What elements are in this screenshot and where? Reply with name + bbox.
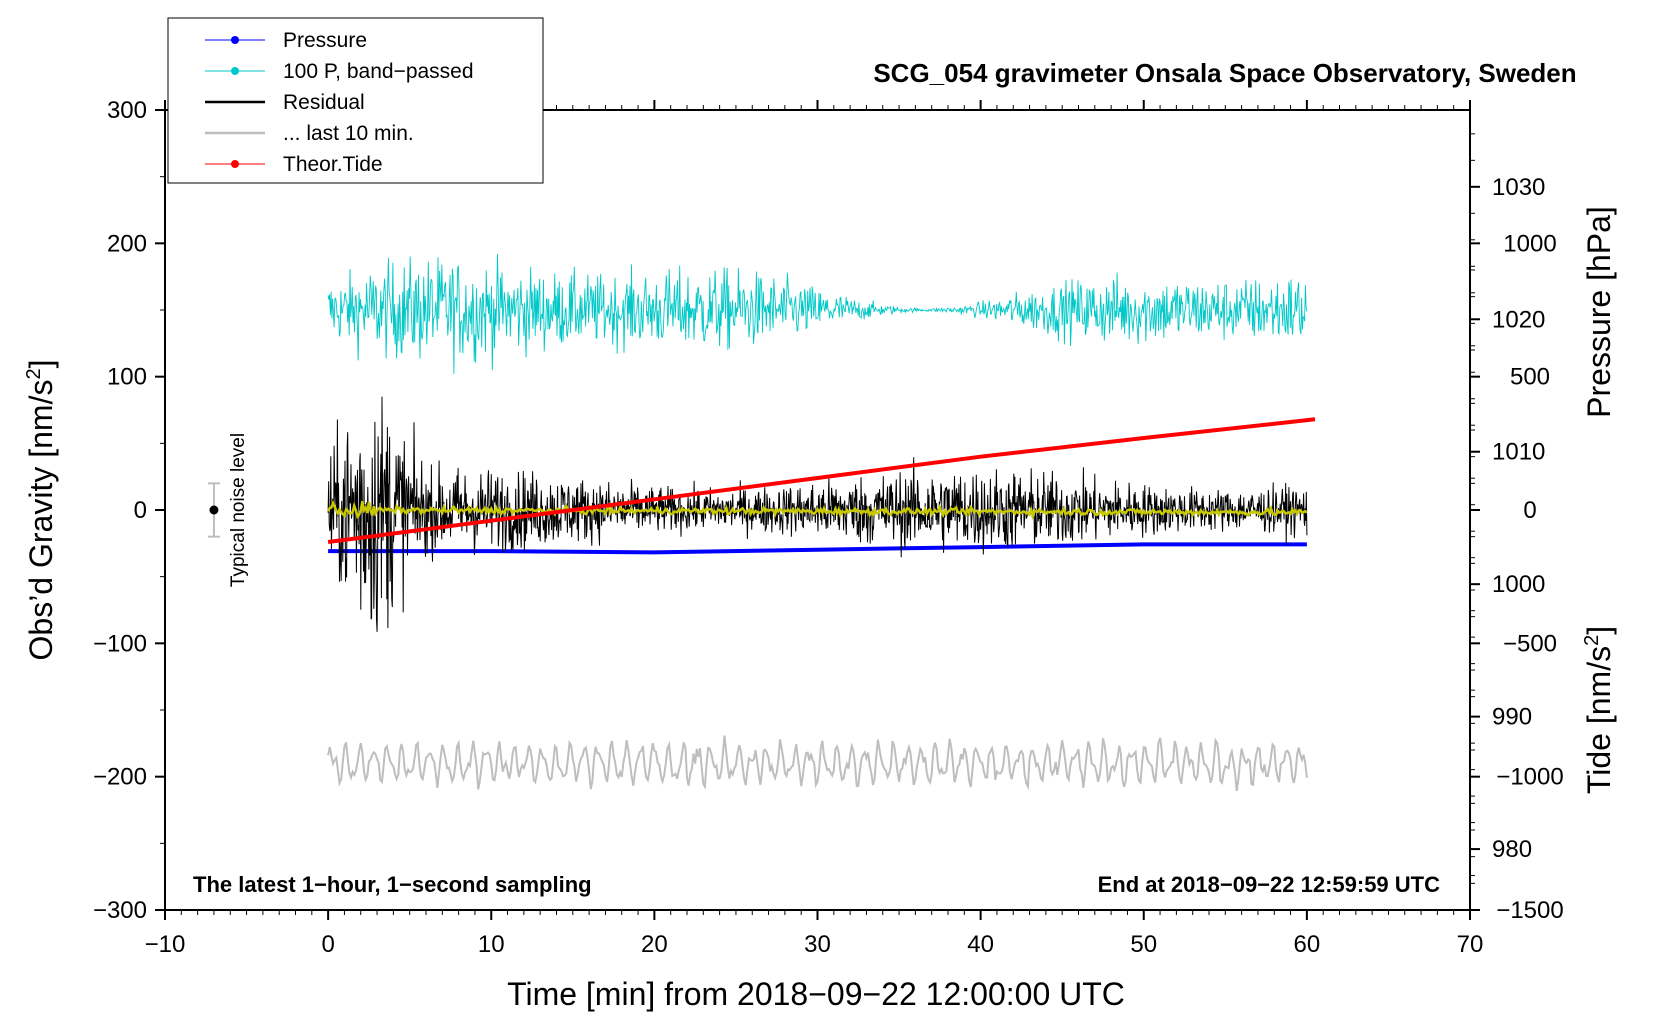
pressure-tick-label: 980 xyxy=(1492,836,1532,863)
pressure-tick-label: 1030 xyxy=(1492,174,1545,201)
legend-label: Residual xyxy=(283,91,365,114)
noise-center-dot xyxy=(209,505,219,515)
tide-tick-label: −1000 xyxy=(1496,764,1563,791)
gravity-tick-label: 100 xyxy=(107,364,147,391)
legend-swatch-marker xyxy=(231,67,239,75)
residual-line xyxy=(327,396,1308,632)
series-layer xyxy=(326,253,1316,791)
gravity-axis: 300 200 100 0 −100 −200 −300 xyxy=(93,97,165,924)
end-time-annotation: End at 2018−09−22 12:59:59 UTC xyxy=(1098,872,1441,897)
noise-level-marker xyxy=(207,482,220,538)
gravity-axis-title: Obs’d Gravity [nm/s2] xyxy=(23,360,59,661)
pressure-axis: 1030 1020 1010 1000 990 980 xyxy=(1470,133,1545,877)
pressure-tick-label: 990 xyxy=(1492,704,1532,731)
tide-tick-label: 500 xyxy=(1510,364,1550,391)
gravity-tick-label: −200 xyxy=(93,764,147,791)
pressure-tick-label: 1020 xyxy=(1492,306,1545,333)
tide-axis-title: Tide [nm/s2] xyxy=(1581,626,1617,794)
tide-tick-label: −1500 xyxy=(1496,897,1563,924)
tide-tick-label: −500 xyxy=(1503,630,1557,657)
x-tick-label: −10 xyxy=(145,931,186,958)
noise-level-label: Typical noise level xyxy=(228,433,249,587)
legend-label: ... last 10 min. xyxy=(283,122,414,145)
last-10-min-line xyxy=(327,735,1308,791)
legend: Pressure 100 P, band−passed Residual ... la… xyxy=(167,17,544,184)
x-tick-label: 0 xyxy=(321,931,334,958)
x-tick-label: 70 xyxy=(1457,931,1484,958)
pressure-line xyxy=(328,542,1307,555)
gravity-tick-label: −100 xyxy=(93,630,147,657)
chart-title: SCG_054 gravimeter Onsala Space Observat… xyxy=(873,58,1576,88)
sampling-annotation: The latest 1−hour, 1−second sampling xyxy=(193,872,592,897)
legend-swatch-marker xyxy=(231,36,239,44)
legend-label: Theor.Tide xyxy=(283,153,383,176)
bandpassed-pressure-line xyxy=(327,253,1308,374)
x-tick-label: 10 xyxy=(478,931,505,958)
x-axis: −10 0 10 20 30 40 50 60 70 xyxy=(145,100,1484,958)
smoothed-residual-line xyxy=(326,499,1308,521)
tide-axis: 1000 500 0 −500 −1000 −1500 xyxy=(1470,230,1564,924)
x-tick-label: 50 xyxy=(1130,931,1157,958)
pressure-tick-label: 1000 xyxy=(1492,571,1545,598)
theoretical-tide-line xyxy=(327,417,1316,544)
pressure-tick-label: 1010 xyxy=(1492,439,1545,466)
tide-tick-label: 0 xyxy=(1523,497,1536,524)
gravity-tick-label: 0 xyxy=(134,497,147,524)
gravity-tick-label: −300 xyxy=(93,897,147,924)
x-tick-label: 30 xyxy=(804,931,831,958)
legend-box xyxy=(167,17,544,184)
x-axis-title: Time [min] from 2018−09−22 12:00:00 UTC xyxy=(507,976,1125,1012)
x-tick-label: 40 xyxy=(967,931,994,958)
gravity-tick-label: 200 xyxy=(107,230,147,257)
gravity-tick-label: 300 xyxy=(107,97,147,124)
tide-tick-label: 1000 xyxy=(1503,230,1556,257)
legend-label: Pressure xyxy=(283,29,367,52)
legend-label: 100 P, band−passed xyxy=(283,60,474,83)
x-tick-label: 20 xyxy=(641,931,668,958)
pressure-axis-title: Pressure [hPa] xyxy=(1581,206,1617,418)
legend-swatch-marker xyxy=(231,160,239,168)
x-tick-label: 60 xyxy=(1294,931,1321,958)
